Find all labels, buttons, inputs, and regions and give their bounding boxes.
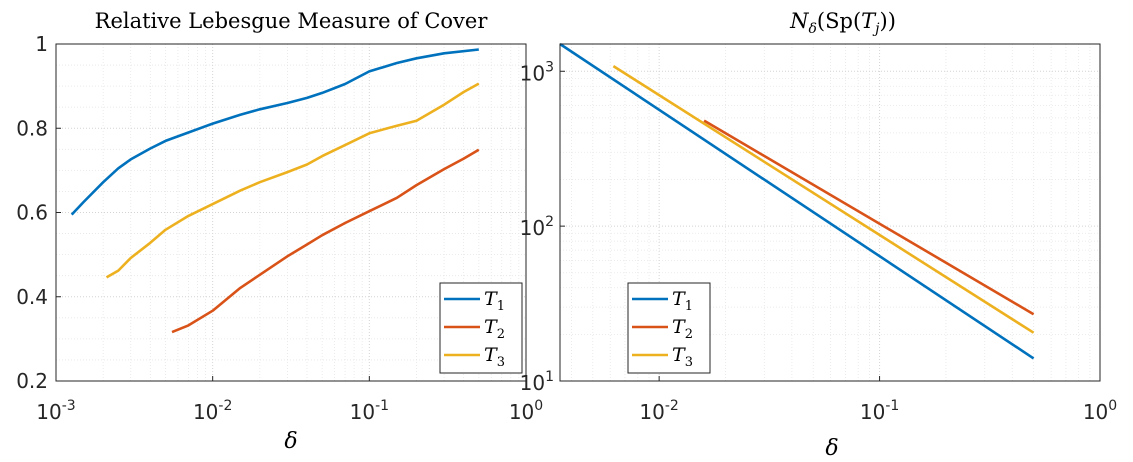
left-y-tick-label: 0.8 (16, 116, 48, 140)
left-chart-title: Relative Lebesgue Measure of Cover (95, 9, 489, 33)
left-legend-label-1: T1 (484, 288, 505, 314)
left-chart: Relative Lebesgue Measure of Cover 10-3 1… (16, 9, 543, 454)
right-x-axis-label: δ (825, 436, 838, 461)
left-series-group (70, 48, 480, 334)
right-x-tick-label: 10-2 (639, 398, 678, 424)
left-series-line-1 (70, 48, 479, 216)
right-y-tick-label: 103 (520, 59, 554, 85)
left-y-tick-label: 0.2 (16, 369, 48, 393)
right-legend-label-2: T2 (672, 316, 693, 342)
right-legend-label-3: T3 (672, 344, 693, 370)
right-y-tick-label: 102 (520, 214, 554, 240)
right-series-line-2 (703, 119, 1035, 316)
right-axes-frame (559, 43, 1101, 382)
left-x-tick-label: 10-3 (36, 398, 75, 424)
right-chart-title: Nδ(Sp(Tj)) (789, 9, 896, 37)
right-x-tick-label: 10-1 (860, 398, 899, 424)
left-y-tick-label: 1 (35, 32, 48, 56)
right-legend-label-1: T1 (672, 288, 693, 314)
left-x-axis-label: δ (284, 429, 297, 454)
left-y-tick-label: 0.4 (16, 285, 48, 309)
left-x-tick-label: 10-1 (350, 398, 389, 424)
right-series-group (559, 42, 1035, 360)
left-legend-label-2: T2 (484, 316, 505, 342)
left-x-tick-label: 100 (509, 398, 543, 424)
left-series-line-2 (171, 148, 480, 334)
right-x-tick-label: 100 (1083, 398, 1117, 424)
left-x-tick-label: 10-2 (193, 398, 232, 424)
left-series-line-3 (105, 82, 480, 279)
left-legend-label-3: T3 (484, 344, 505, 370)
right-series-line-3 (612, 65, 1035, 334)
left-y-tick-label: 0.6 (16, 201, 48, 225)
left-tick-group: 10-3 10-2 10-1 100 0.2 0.4 0.6 0.8 1 (16, 32, 543, 424)
right-tick-group: 10-2 10-1 100 101 102 103 (520, 59, 1118, 424)
right-y-tick-label: 101 (520, 369, 554, 395)
right-series-line-1 (559, 42, 1035, 360)
